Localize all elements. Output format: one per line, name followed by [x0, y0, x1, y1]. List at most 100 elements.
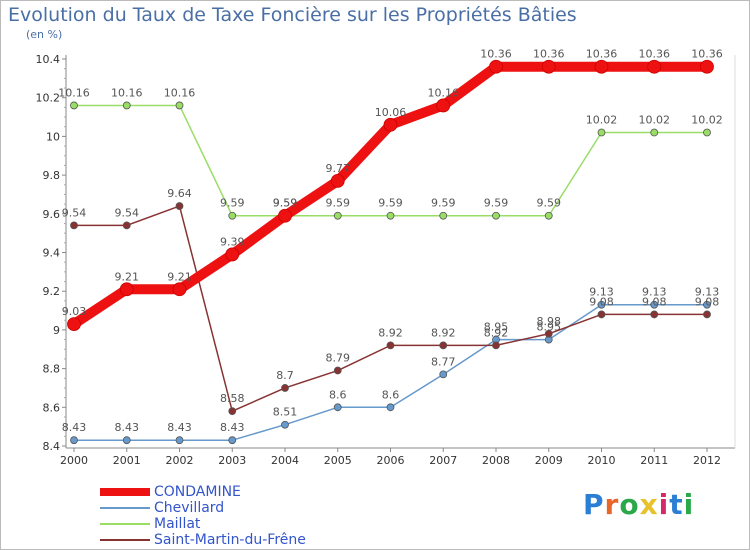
- y-tick-label: 8.6: [43, 401, 61, 414]
- data-point-condamine: [172, 282, 187, 297]
- data-point-maillat: [122, 101, 131, 110]
- data-label-condamine: 10.06: [375, 106, 407, 119]
- data-label-maillat: 10.16: [111, 86, 143, 99]
- data-point-maillat: [333, 211, 342, 220]
- data-label-condamine: 10.36: [533, 48, 565, 61]
- logo-letter: P: [583, 488, 605, 521]
- data-point-chevillard: [650, 300, 659, 309]
- data-point-condamine: [541, 59, 556, 74]
- data-label-saint-martin-du-frene: 9.54: [115, 206, 140, 219]
- data-point-condamine: [594, 59, 609, 74]
- x-tick-label: 2012: [693, 454, 721, 467]
- data-label-chevillard: 8.6: [382, 388, 400, 401]
- data-point-chevillard: [122, 436, 131, 445]
- data-point-maillat: [544, 211, 553, 220]
- data-label-condamine: 10.36: [586, 48, 618, 61]
- data-label-chevillard: 8.43: [115, 421, 140, 434]
- legend-item-maillat: Maillat: [100, 516, 306, 532]
- data-point-chevillard: [703, 300, 711, 309]
- data-label-condamine: 10.36: [691, 48, 723, 61]
- data-label-condamine: 9.21: [115, 270, 140, 283]
- data-label-saint-martin-du-frene: 8.92: [378, 326, 403, 339]
- data-point-maillat: [703, 128, 711, 137]
- data-point-condamine: [225, 247, 240, 262]
- x-tick-label: 2004: [271, 454, 299, 467]
- x-tick-label: 2007: [429, 454, 457, 467]
- data-point-condamine: [119, 282, 134, 297]
- data-label-maillat: 10.02: [586, 114, 618, 127]
- legend-label: Chevillard: [154, 500, 225, 516]
- legend-item-chevillard: Chevillard: [100, 500, 306, 516]
- logo-letter: x: [639, 488, 659, 521]
- x-tick-label: 2011: [640, 454, 668, 467]
- y-tick-label: 10.2: [36, 92, 61, 105]
- data-point-saint-martin-du-frene: [439, 341, 448, 350]
- data-point-maillat: [597, 128, 606, 137]
- data-point-chevillard: [175, 436, 184, 445]
- series-line-saint-martin-du-frene: [73, 205, 708, 412]
- data-label-maillat: 9.59: [537, 197, 562, 210]
- data-label-saint-martin-du-frene: 8.7: [276, 369, 294, 382]
- data-point-maillat: [439, 211, 448, 220]
- logo-letter: t: [669, 488, 684, 521]
- y-tick-label: 10: [46, 130, 60, 143]
- y-tick-label: 8.4: [43, 440, 61, 453]
- data-point-maillat: [228, 211, 237, 220]
- data-label-chevillard: 8.77: [431, 355, 456, 368]
- data-label-chevillard: 8.95: [484, 321, 509, 334]
- chart-title: Evolution du Taux de Taxe Foncière sur l…: [8, 4, 577, 26]
- data-label-chevillard: 8.6: [329, 388, 347, 401]
- data-point-saint-martin-du-frene: [281, 384, 289, 392]
- data-point-saint-martin-du-frene: [544, 329, 553, 338]
- data-point-maillat: [386, 211, 395, 220]
- y-tick-label: 9.4: [43, 247, 61, 260]
- data-label-chevillard: 9.13: [642, 286, 667, 299]
- data-label-saint-martin-du-frene: 9.08: [695, 295, 720, 308]
- data-label-condamine: 10.16: [428, 86, 460, 99]
- data-point-condamine: [383, 117, 398, 132]
- data-label-saint-martin-du-frene: 9.54: [62, 206, 87, 219]
- x-tick-label: 2006: [377, 454, 405, 467]
- logo-letter: o: [619, 488, 640, 521]
- legend-item-condamine: CONDAMINE: [100, 484, 306, 500]
- x-tick-label: 2009: [535, 454, 563, 467]
- data-point-chevillard: [333, 403, 342, 412]
- y-tick-label: 9.8: [43, 169, 61, 182]
- logo-letter: i: [683, 488, 695, 521]
- data-label-saint-martin-du-frene: 9.64: [167, 187, 192, 200]
- data-point-chevillard: [439, 370, 448, 379]
- data-point-condamine: [647, 59, 662, 74]
- data-label-maillat: 10.02: [691, 114, 723, 127]
- y-tick-label: 9.6: [43, 208, 61, 221]
- data-point-saint-martin-du-frene: [175, 202, 184, 210]
- data-label-chevillard: 8.43: [167, 421, 192, 434]
- data-label-chevillard: 8.95: [537, 321, 562, 334]
- legend-swatch: [100, 539, 150, 541]
- data-label-condamine: 9.39: [220, 235, 245, 248]
- legend-item-saint-martin-du-frene: Saint-Martin-du-Frêne: [100, 532, 306, 548]
- legend-label: Maillat: [154, 516, 201, 532]
- data-point-condamine: [436, 98, 451, 113]
- legend-label: Saint-Martin-du-Frêne: [154, 532, 306, 548]
- y-tick-label: 9: [53, 324, 60, 337]
- data-point-condamine: [278, 208, 292, 223]
- data-label-condamine: 10.36: [480, 48, 512, 61]
- data-point-condamine: [700, 59, 714, 74]
- data-label-maillat: 9.59: [484, 197, 509, 210]
- data-point-saint-martin-du-frene: [70, 221, 78, 230]
- x-tick-label: 2008: [482, 454, 510, 467]
- data-label-maillat: 10.02: [639, 114, 671, 127]
- data-label-chevillard: 9.13: [695, 286, 720, 299]
- logo-letter: i: [658, 488, 670, 521]
- data-label-saint-martin-du-frene: 8.79: [326, 352, 351, 365]
- y-tick-label: 9.2: [43, 285, 61, 298]
- x-tick-label: 2005: [324, 454, 352, 467]
- data-point-chevillard: [597, 300, 606, 309]
- legend-swatch: [100, 488, 150, 496]
- x-tick-label: 2010: [588, 454, 616, 467]
- x-tick-label: 2001: [113, 454, 141, 467]
- proxiti-logo: Proxiti: [583, 488, 694, 521]
- data-label-saint-martin-du-frene: 8.98: [537, 315, 562, 328]
- y-axis-label: (en %): [26, 28, 63, 41]
